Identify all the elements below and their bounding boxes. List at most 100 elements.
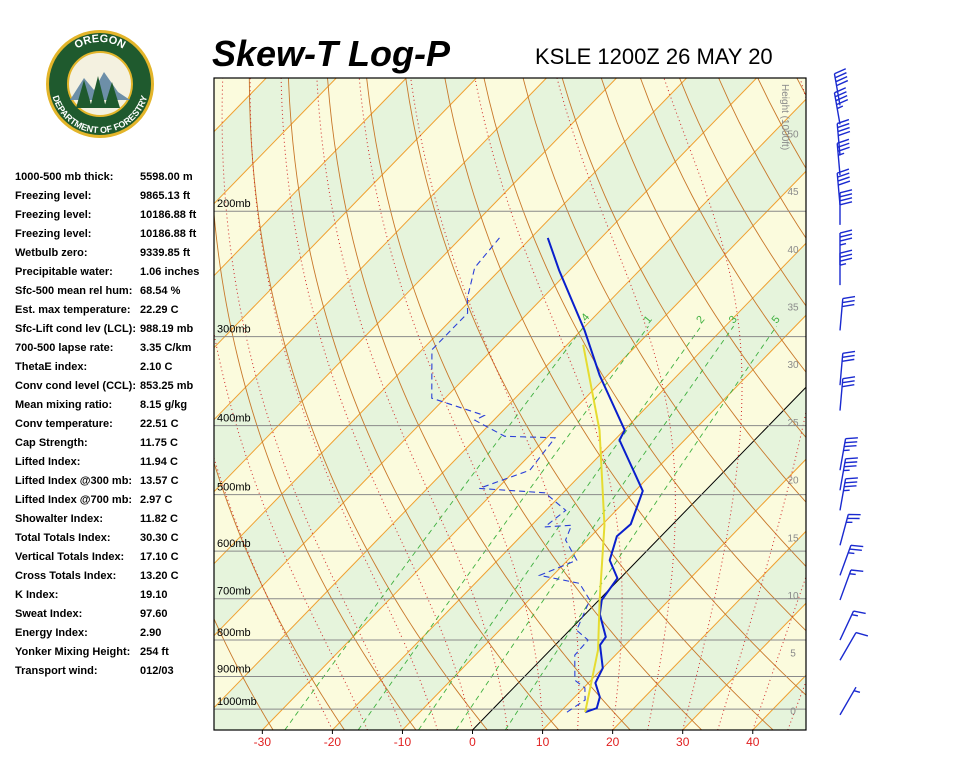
- isotherm: [214, 78, 687, 565]
- row-value: 5598.00 m: [140, 171, 193, 183]
- x-tick-label: 0: [469, 735, 476, 749]
- row-label: ThetaE index:: [15, 361, 87, 373]
- isotherm: [542, 458, 806, 730]
- title: Skew-T Log-P: [212, 33, 451, 74]
- row-value: 2.97 C: [140, 494, 172, 506]
- mixing-ratio-line: [357, 325, 649, 730]
- row-label: Lifted Index:: [15, 456, 80, 468]
- isotherm: [214, 78, 757, 637]
- row-label: Lifted Index @700 mb:: [15, 494, 132, 506]
- y-tick-label: 200mb: [217, 198, 251, 210]
- row-label: Transport wind:: [15, 665, 98, 677]
- y2-tick-label: 35: [787, 302, 799, 313]
- wind-barb: [839, 295, 856, 331]
- row-label: Cross Totals Index:: [15, 570, 116, 582]
- isotherm: [214, 78, 547, 421]
- y-tick-label: 300mb: [217, 324, 251, 336]
- x-tick-label: 40: [746, 735, 760, 749]
- wind-barb: [839, 569, 864, 601]
- row-value: 30.30 C: [140, 532, 179, 544]
- temp-band: [214, 99, 806, 730]
- row-value: 9339.85 ft: [140, 247, 190, 259]
- isotherm: [214, 78, 617, 493]
- row-value: 2.90: [140, 627, 161, 639]
- row-value: 11.82 C: [140, 513, 178, 525]
- row-label: Wetbulb zero:: [15, 247, 88, 259]
- wind-barb: [839, 686, 861, 716]
- row-label: 1000-500 mb thick:: [15, 171, 113, 183]
- dry-adiabat: [914, 78, 960, 730]
- row-value: 17.10 C: [140, 551, 179, 563]
- row-label: Total Totals Index:: [15, 532, 111, 544]
- isotherm: [612, 530, 806, 730]
- wind-barb: [836, 118, 851, 156]
- y2-tick-label: 45: [787, 187, 799, 198]
- row-value: 13.20 C: [140, 570, 179, 582]
- row-label: Conv cond level (CCL):: [15, 380, 136, 392]
- row-label: Yonker Mixing Height:: [15, 646, 130, 658]
- isotherm: [402, 314, 806, 730]
- wind-barb: [839, 544, 864, 576]
- y-tick-label: 900mb: [217, 663, 251, 675]
- row-value: 11.94 C: [140, 456, 178, 468]
- wind-barb: [839, 350, 856, 386]
- isotherm: [682, 602, 806, 730]
- y-tick-label: 600mb: [217, 538, 251, 550]
- y2-tick-label: 0: [790, 706, 796, 717]
- isotherm: [261, 170, 806, 730]
- profile-line: [431, 237, 591, 713]
- dry-adiabat: [561, 78, 806, 503]
- wind-barb: [839, 437, 858, 471]
- mixing-ratio-line: [504, 325, 777, 730]
- profile-line: [546, 237, 644, 714]
- y2-axis-label: Height (1000ft): [779, 84, 790, 150]
- profile-line: [582, 344, 606, 713]
- row-value: 2.10 C: [140, 361, 172, 373]
- row-label: Precipitable water:: [15, 266, 113, 278]
- dry-adiabat: [836, 78, 960, 730]
- row-label: Est. max temperature:: [15, 304, 131, 316]
- dry-adiabat: [600, 78, 806, 439]
- row-label: Lifted Index @300 mb:: [15, 475, 132, 487]
- mixing-ratio-line: [455, 325, 735, 730]
- wind-barb: [839, 189, 853, 225]
- row-value: 254 ft: [140, 646, 169, 658]
- y2-tick-label: 50: [787, 129, 799, 140]
- row-value: 853.25 mb: [140, 380, 193, 392]
- row-value: 988.19 mb: [140, 323, 193, 335]
- wind-barb: [839, 610, 866, 641]
- station: KSLE 1200Z 26 MAY 20: [535, 44, 773, 69]
- y2-tick-label: 15: [787, 533, 799, 544]
- row-label: Freezing level:: [15, 228, 91, 240]
- row-label: Conv temperature:: [15, 418, 113, 430]
- isotherm: [332, 242, 806, 730]
- row-value: 13.57 C: [140, 475, 179, 487]
- isotherm: [893, 78, 960, 730]
- isotherm: [214, 78, 407, 277]
- index-table: 1000-500 mb thick: 5598.00 m Freezing leve…: [15, 171, 199, 677]
- row-label: Cap Strength:: [15, 437, 88, 449]
- row-label: Vertical Totals Index:: [15, 551, 124, 563]
- wind-barb: [839, 513, 861, 546]
- dry-adiabat: [214, 617, 274, 730]
- x-tick-label: -30: [254, 735, 272, 749]
- row-label: Mean mixing ratio:: [15, 399, 112, 411]
- mixing-ratio-line: [284, 325, 585, 730]
- row-value: 10186.88 ft: [140, 209, 197, 221]
- logo-trees: [76, 76, 120, 108]
- plot-area: [214, 78, 960, 730]
- row-label: Sfc-500 mean rel hum:: [15, 285, 132, 297]
- wind-barb: [836, 138, 850, 176]
- x-tick-label: -20: [324, 735, 342, 749]
- y2-tick-label: 25: [787, 418, 799, 429]
- logo: OREGON DEPARTMENT OF FORESTRY: [46, 30, 154, 138]
- row-value: 11.75 C: [140, 437, 178, 449]
- row-value: 10186.88 ft: [140, 228, 197, 240]
- row-label: Sfc-Lift cond lev (LCL):: [15, 323, 136, 335]
- row-value: 22.29 C: [140, 304, 179, 316]
- moist-adiabat: [787, 680, 806, 730]
- x-tick-label: 20: [606, 735, 620, 749]
- wind-barb: [833, 68, 849, 106]
- row-label: Energy Index:: [15, 627, 88, 639]
